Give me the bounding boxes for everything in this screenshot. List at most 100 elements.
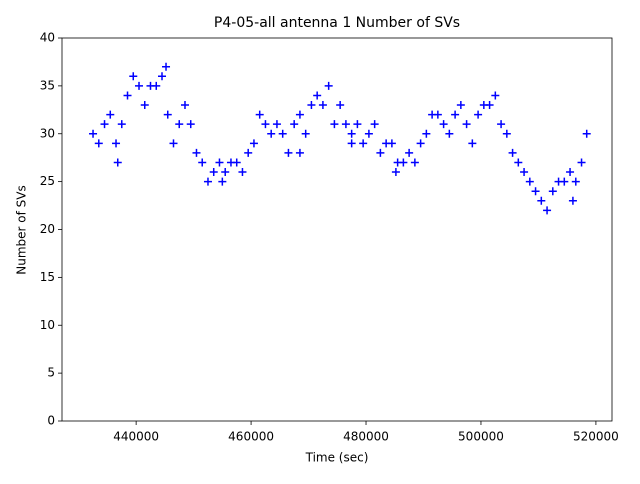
point (249, 139, 258, 148)
point (192, 148, 201, 157)
point (169, 139, 178, 148)
point (261, 120, 270, 129)
y-tick-label: 40 (40, 31, 55, 45)
y-tick-label: 35 (40, 78, 55, 92)
point (106, 110, 115, 119)
point (272, 120, 281, 129)
point (422, 129, 431, 138)
point (387, 139, 396, 148)
point (341, 120, 350, 129)
point (370, 120, 379, 129)
point (244, 148, 253, 157)
point (445, 129, 454, 138)
point (462, 120, 471, 129)
point (525, 177, 534, 186)
point (162, 62, 171, 71)
point (376, 148, 385, 157)
point (399, 158, 408, 167)
point (100, 120, 109, 129)
point (307, 101, 316, 110)
point (568, 196, 577, 205)
x-tick-label: 440000 (113, 430, 159, 444)
point (405, 148, 414, 157)
point (491, 91, 500, 100)
point (113, 158, 122, 167)
point (324, 81, 333, 90)
x-axis-label: Time (sec) (305, 451, 369, 465)
point (347, 139, 356, 148)
point (290, 120, 299, 129)
point (117, 120, 126, 129)
point (560, 177, 569, 186)
point (180, 101, 189, 110)
y-axis-label: Number of SVs (15, 185, 29, 274)
chart-title: P4-05-all antenna 1 Number of SVs (214, 15, 460, 31)
point (284, 148, 293, 157)
point (198, 158, 207, 167)
point (410, 158, 419, 167)
point (508, 148, 517, 157)
point (359, 139, 368, 148)
point (577, 158, 586, 167)
point (232, 158, 241, 167)
point (543, 206, 552, 215)
x-tick-label: 480000 (343, 430, 389, 444)
point (112, 139, 121, 148)
point (267, 129, 276, 138)
point (218, 177, 227, 186)
y-tick-label: 20 (40, 222, 55, 236)
x-tick-label: 460000 (228, 430, 274, 444)
point (468, 139, 477, 148)
point (451, 110, 460, 119)
point (313, 91, 322, 100)
point (295, 110, 304, 119)
point (353, 120, 362, 129)
point (89, 129, 98, 138)
point (514, 158, 523, 167)
point (391, 168, 400, 177)
point (571, 177, 580, 186)
point (158, 72, 166, 81)
point (336, 101, 345, 110)
point (582, 129, 591, 138)
point (255, 110, 264, 119)
point (140, 101, 149, 110)
point (364, 129, 373, 138)
point (215, 158, 224, 167)
y-tick-label: 10 (40, 318, 55, 332)
point (531, 187, 540, 196)
point (416, 139, 425, 148)
y-tick-label: 25 (40, 174, 55, 188)
point (295, 148, 304, 157)
point (318, 101, 327, 110)
point (278, 129, 287, 138)
y-tick-label: 15 (40, 270, 55, 284)
point (221, 168, 230, 177)
point (301, 129, 310, 138)
point (566, 168, 575, 177)
point (485, 101, 494, 110)
x-tick-label: 520000 (573, 430, 619, 444)
point (347, 129, 356, 138)
point (209, 168, 218, 177)
point (502, 129, 511, 138)
point (433, 110, 442, 119)
point (203, 177, 212, 186)
point (474, 110, 483, 119)
y-tick-label: 5 (47, 366, 55, 380)
point (456, 101, 465, 110)
x-tick-label: 500000 (458, 430, 504, 444)
point (497, 120, 506, 129)
point (135, 81, 144, 90)
y-tick-label: 30 (40, 126, 55, 140)
point (520, 168, 529, 177)
point (439, 120, 448, 129)
point (129, 72, 138, 81)
point (152, 81, 161, 90)
point (548, 187, 557, 196)
point (186, 120, 195, 129)
point (163, 110, 172, 119)
point (238, 168, 247, 177)
